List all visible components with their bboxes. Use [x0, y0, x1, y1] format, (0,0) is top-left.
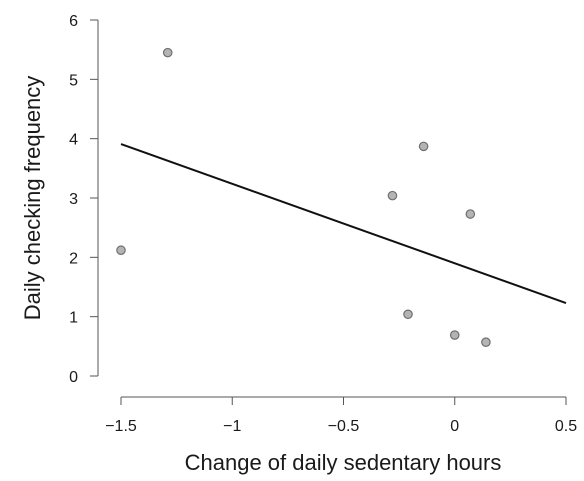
y-tick-label: 4 [69, 132, 78, 149]
y-tick-label: 5 [69, 72, 78, 89]
data-point [387, 190, 398, 201]
x-tick-label: −1.5 [105, 418, 137, 435]
y-tick-label: 6 [69, 13, 78, 30]
data-point [465, 209, 476, 219]
y-tick-label: 0 [69, 369, 78, 386]
y-tick-label: 2 [69, 250, 78, 267]
data-points [116, 47, 491, 347]
data-point [403, 309, 413, 320]
y-axis-title: Daily checking frequency [20, 76, 45, 321]
x-tick-label: 0.5 [555, 418, 577, 435]
y-tick-label: 1 [69, 310, 78, 327]
x-tick-label: −1 [223, 418, 241, 435]
x-axis-title: Change of daily sedentary hours [185, 450, 502, 475]
trend-line-layer [120, 143, 567, 304]
data-point [481, 337, 491, 347]
data-point [162, 47, 173, 58]
trend-line [120, 143, 567, 304]
axes: 0 1 2 3 4 5 6 −1.5 −1 −0.5 0 0.5 [69, 13, 577, 435]
data-point [449, 330, 460, 340]
data-point [418, 141, 429, 152]
x-tick-label: −0.5 [328, 418, 360, 435]
data-point [116, 245, 126, 256]
x-tick-label: 0 [450, 418, 459, 435]
y-tick-label: 3 [69, 191, 78, 208]
